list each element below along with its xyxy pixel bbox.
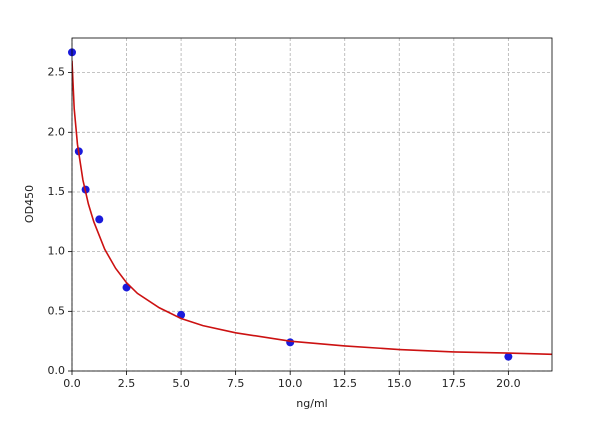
y-tick-label: 2.0	[48, 125, 66, 138]
point	[286, 338, 295, 347]
x-tick-label: 2.5	[118, 377, 136, 390]
x-tick-label: 20.0	[496, 377, 521, 390]
x-tick-label: 7.5	[227, 377, 245, 390]
point	[504, 352, 513, 361]
point	[95, 215, 104, 224]
x-axis-label: ng/ml	[296, 397, 327, 410]
fit-curve	[72, 60, 552, 356]
x-tick-label: 5.0	[172, 377, 190, 390]
y-axis-label: OD450	[23, 185, 36, 223]
plot-frame	[71, 37, 553, 372]
x-tick-label: 0.0	[63, 377, 81, 390]
x-tick-label: 15.0	[387, 377, 412, 390]
y-tick-label: 0.0	[48, 364, 66, 377]
x-tick-label: 12.5	[332, 377, 357, 390]
y-tick-label: 1.5	[48, 185, 66, 198]
y-tick-label: 2.5	[48, 66, 66, 79]
x-tick-label: 10.0	[278, 377, 303, 390]
y-tick-label: 0.5	[48, 304, 66, 317]
x-tick-label: 17.5	[442, 377, 467, 390]
y-tick-label: 1.0	[48, 245, 66, 258]
